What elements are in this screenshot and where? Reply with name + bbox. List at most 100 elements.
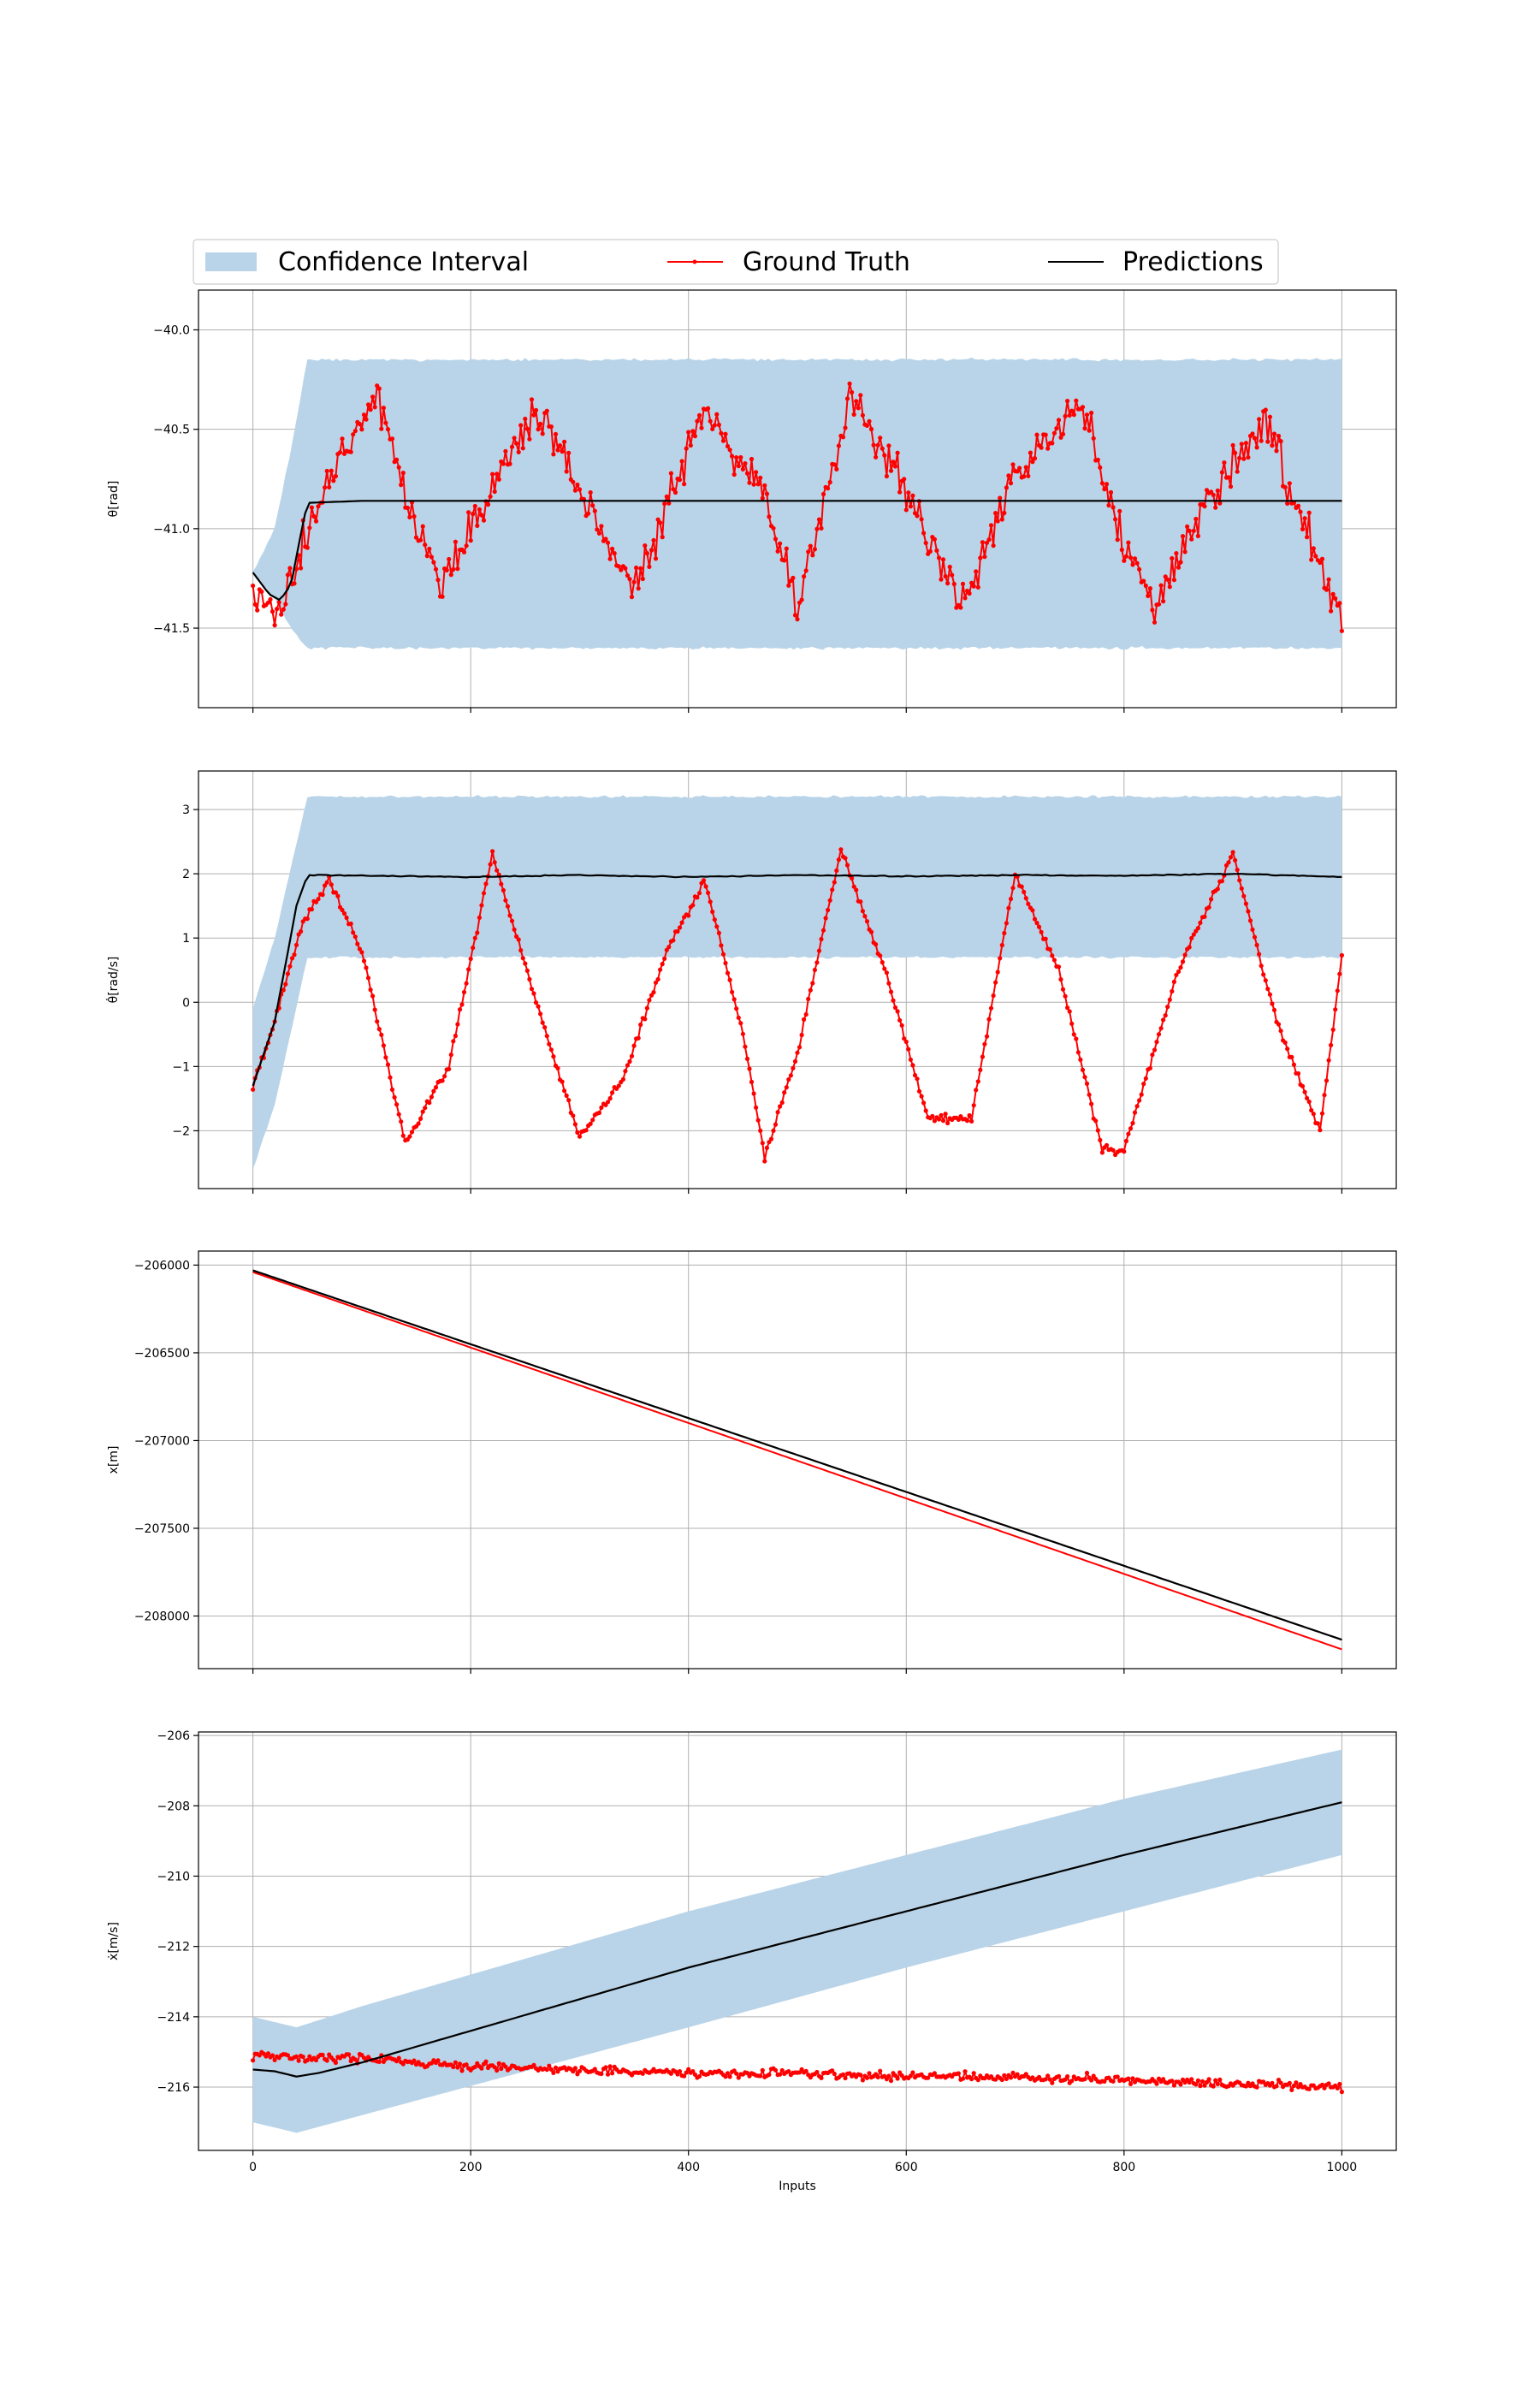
ground-truth-point — [725, 443, 731, 449]
ground-truth-point — [897, 489, 903, 495]
ground-truth-point — [1043, 936, 1048, 941]
ground-truth-point — [429, 1094, 434, 1100]
ground-truth-point — [616, 564, 621, 569]
ground-truth-point — [1075, 1050, 1081, 1055]
ground-truth-point — [365, 402, 371, 407]
ground-truth-point — [1302, 516, 1307, 521]
ground-truth-point — [1254, 445, 1259, 450]
ground-truth-point — [540, 1020, 545, 1025]
ground-truth-point — [1326, 2081, 1331, 2086]
ground-truth-point — [427, 546, 432, 552]
ground-truth-point — [892, 1005, 898, 1011]
ground-truth-point — [324, 880, 329, 885]
ground-truth-point — [394, 2059, 400, 2064]
ground-truth-point — [503, 2064, 508, 2069]
ground-truth-point — [289, 956, 295, 961]
ground-truth-point — [475, 523, 480, 529]
ground-truth-point — [1104, 1142, 1110, 1148]
ground-truth-point — [827, 898, 832, 903]
ground-truth-point — [651, 537, 656, 543]
ground-truth-point — [684, 446, 689, 451]
ground-truth-point — [1180, 534, 1186, 539]
ground-truth-point — [754, 1105, 759, 1110]
ground-truth-point — [1074, 398, 1079, 403]
ground-truth-point — [784, 546, 789, 551]
ground-truth-point — [816, 517, 822, 522]
ground-truth-point — [359, 427, 364, 432]
ground-truth-point — [1134, 560, 1140, 566]
ground-truth-point — [779, 1100, 785, 1106]
ground-truth-point — [1032, 916, 1038, 922]
ground-truth-point — [418, 537, 424, 543]
ground-truth-point — [971, 2071, 976, 2076]
ground-truth-point — [758, 1128, 763, 1133]
ground-truth-point — [1271, 431, 1277, 436]
ground-truth-point — [1237, 455, 1242, 460]
ground-truth-point — [1084, 412, 1090, 418]
ground-truth-point — [758, 475, 763, 481]
ground-truth-point — [499, 2066, 504, 2072]
ground-truth-point — [488, 862, 493, 867]
ground-truth-point — [1285, 1047, 1290, 1052]
ground-truth-point — [706, 406, 711, 411]
ground-truth-point — [814, 526, 820, 531]
ground-truth-point — [490, 471, 495, 477]
ground-truth-point — [607, 1096, 613, 1101]
ground-truth-point — [771, 525, 776, 531]
predictions-line — [252, 500, 1342, 602]
ground-truth-point — [381, 406, 386, 411]
ground-truth-point — [471, 512, 476, 517]
ground-truth-point — [868, 929, 874, 934]
legend-truth-label: Ground Truth — [743, 247, 910, 277]
ground-truth-point — [923, 540, 928, 546]
ground-truth-point — [488, 494, 493, 499]
ground-truth-point — [1017, 466, 1022, 471]
ground-truth-point — [348, 449, 353, 454]
ground-truth-point — [921, 531, 927, 536]
ground-truth-point — [778, 2072, 783, 2077]
ground-truth-point — [490, 849, 495, 854]
ground-truth-point — [562, 1088, 567, 1094]
ground-truth-point — [1265, 987, 1270, 992]
ground-truth-point — [644, 1005, 650, 1011]
ground-truth-point — [285, 2053, 290, 2058]
ground-truth-point — [583, 1128, 589, 1133]
ground-truth-point — [500, 887, 506, 893]
ground-truth-point — [1119, 547, 1124, 553]
ground-truth-point — [1337, 601, 1342, 606]
ground-truth-point — [499, 881, 504, 887]
ground-truth-point — [1115, 2074, 1120, 2079]
ground-truth-point — [1319, 1111, 1325, 1116]
ground-truth-point — [352, 934, 358, 940]
ground-truth-point — [1056, 2073, 1062, 2079]
ground-truth-point — [599, 524, 604, 529]
y-tick-label: −1 — [172, 1060, 190, 1074]
ground-truth-point — [999, 517, 1004, 522]
y-tick-label: −206000 — [134, 1259, 190, 1272]
ground-truth-point — [1319, 556, 1325, 561]
ground-truth-point — [820, 928, 826, 933]
ground-truth-point — [808, 543, 813, 549]
ground-truth-point — [1191, 932, 1196, 937]
ground-truth-point — [481, 518, 487, 523]
ground-truth-point — [364, 965, 369, 970]
ground-truth-point — [1306, 2086, 1312, 2091]
ground-truth-point — [619, 567, 624, 572]
ground-truth-point — [596, 531, 602, 536]
ground-truth-point — [1034, 432, 1040, 437]
ground-truth-point — [1128, 2081, 1134, 2086]
ground-truth-point — [1008, 2075, 1014, 2080]
ground-truth-point — [638, 566, 643, 571]
ground-truth-point — [749, 1079, 755, 1084]
ground-truth-point — [719, 943, 724, 948]
ground-truth-point — [712, 917, 717, 922]
ground-truth-point — [875, 442, 880, 448]
ground-truth-point — [892, 464, 898, 469]
y-axis-label: θ[rad] — [107, 481, 121, 518]
ground-truth-point — [738, 1021, 743, 1026]
ground-truth-point — [357, 421, 362, 427]
ground-truth-point — [1043, 432, 1048, 437]
ground-truth-point — [971, 584, 976, 589]
ground-truth-point — [1137, 566, 1142, 572]
ground-truth-point — [1278, 1029, 1283, 1034]
